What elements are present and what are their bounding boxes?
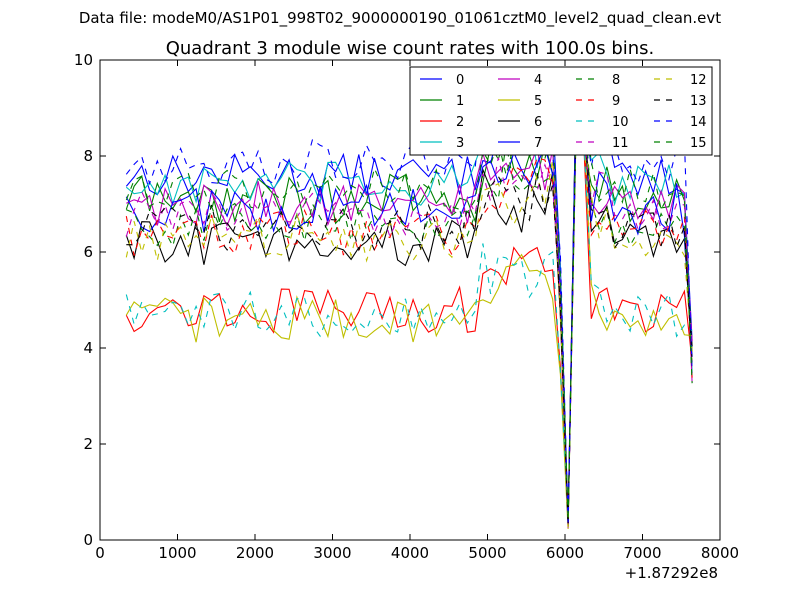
legend-label-6: 6 <box>534 115 542 130</box>
series-line-12 <box>125 124 693 527</box>
y-tick-label: 2 <box>83 435 93 453</box>
legend-label-4: 4 <box>534 73 542 88</box>
legend-label-1: 1 <box>456 94 464 109</box>
series-line-5 <box>125 104 693 530</box>
y-tick-label: 8 <box>83 147 93 165</box>
x-tick-label: 7000 <box>623 544 661 562</box>
y-tick-label: 6 <box>83 243 93 261</box>
series-layer <box>125 91 693 530</box>
legend-label-0: 0 <box>456 73 464 88</box>
x-tick-label: 4000 <box>391 544 429 562</box>
figure-suptitle: Data file: modeM0/AS1P01_998T02_90000001… <box>79 9 721 28</box>
legend-label-3: 3 <box>456 136 464 151</box>
x-tick-label: 5000 <box>468 544 506 562</box>
legend-label-11: 11 <box>612 136 629 151</box>
chart-title: Quadrant 3 module wise count rates with … <box>166 38 655 59</box>
series-line-10 <box>125 137 693 518</box>
plot-frame <box>99 59 721 541</box>
y-tick-label: 4 <box>83 339 93 357</box>
legend-label-15: 15 <box>690 136 707 151</box>
legend-label-5: 5 <box>534 94 542 109</box>
x-tick-label: 8000 <box>701 544 739 562</box>
series-line-13 <box>126 117 693 525</box>
legend-label-14: 14 <box>690 115 707 130</box>
x-tick-label: 2000 <box>236 544 274 562</box>
series-line-1 <box>125 117 693 525</box>
legend-label-12: 12 <box>690 73 707 88</box>
x-tick-label: 1000 <box>158 544 196 562</box>
legend-label-13: 13 <box>690 94 707 109</box>
series-line-9 <box>125 143 693 520</box>
legend-box <box>409 66 713 156</box>
series-line-15 <box>125 105 693 520</box>
y-tick-label: 10 <box>74 51 93 69</box>
x-tick-label: 0 <box>95 544 105 562</box>
legend-label-7: 7 <box>534 136 542 151</box>
x-tick-label: 3000 <box>313 544 351 562</box>
legend-label-10: 10 <box>612 115 629 130</box>
y-tick-label: 0 <box>83 531 93 549</box>
legend-label-9: 9 <box>612 94 620 109</box>
legend-label-8: 8 <box>612 73 620 88</box>
x-tick-label: 6000 <box>546 544 584 562</box>
series-line-7 <box>125 99 693 525</box>
series-line-4 <box>126 108 693 517</box>
legend-label-2: 2 <box>456 115 464 130</box>
x-offset-label: +1.87292e8 <box>625 564 718 582</box>
series-line-11 <box>125 130 693 530</box>
